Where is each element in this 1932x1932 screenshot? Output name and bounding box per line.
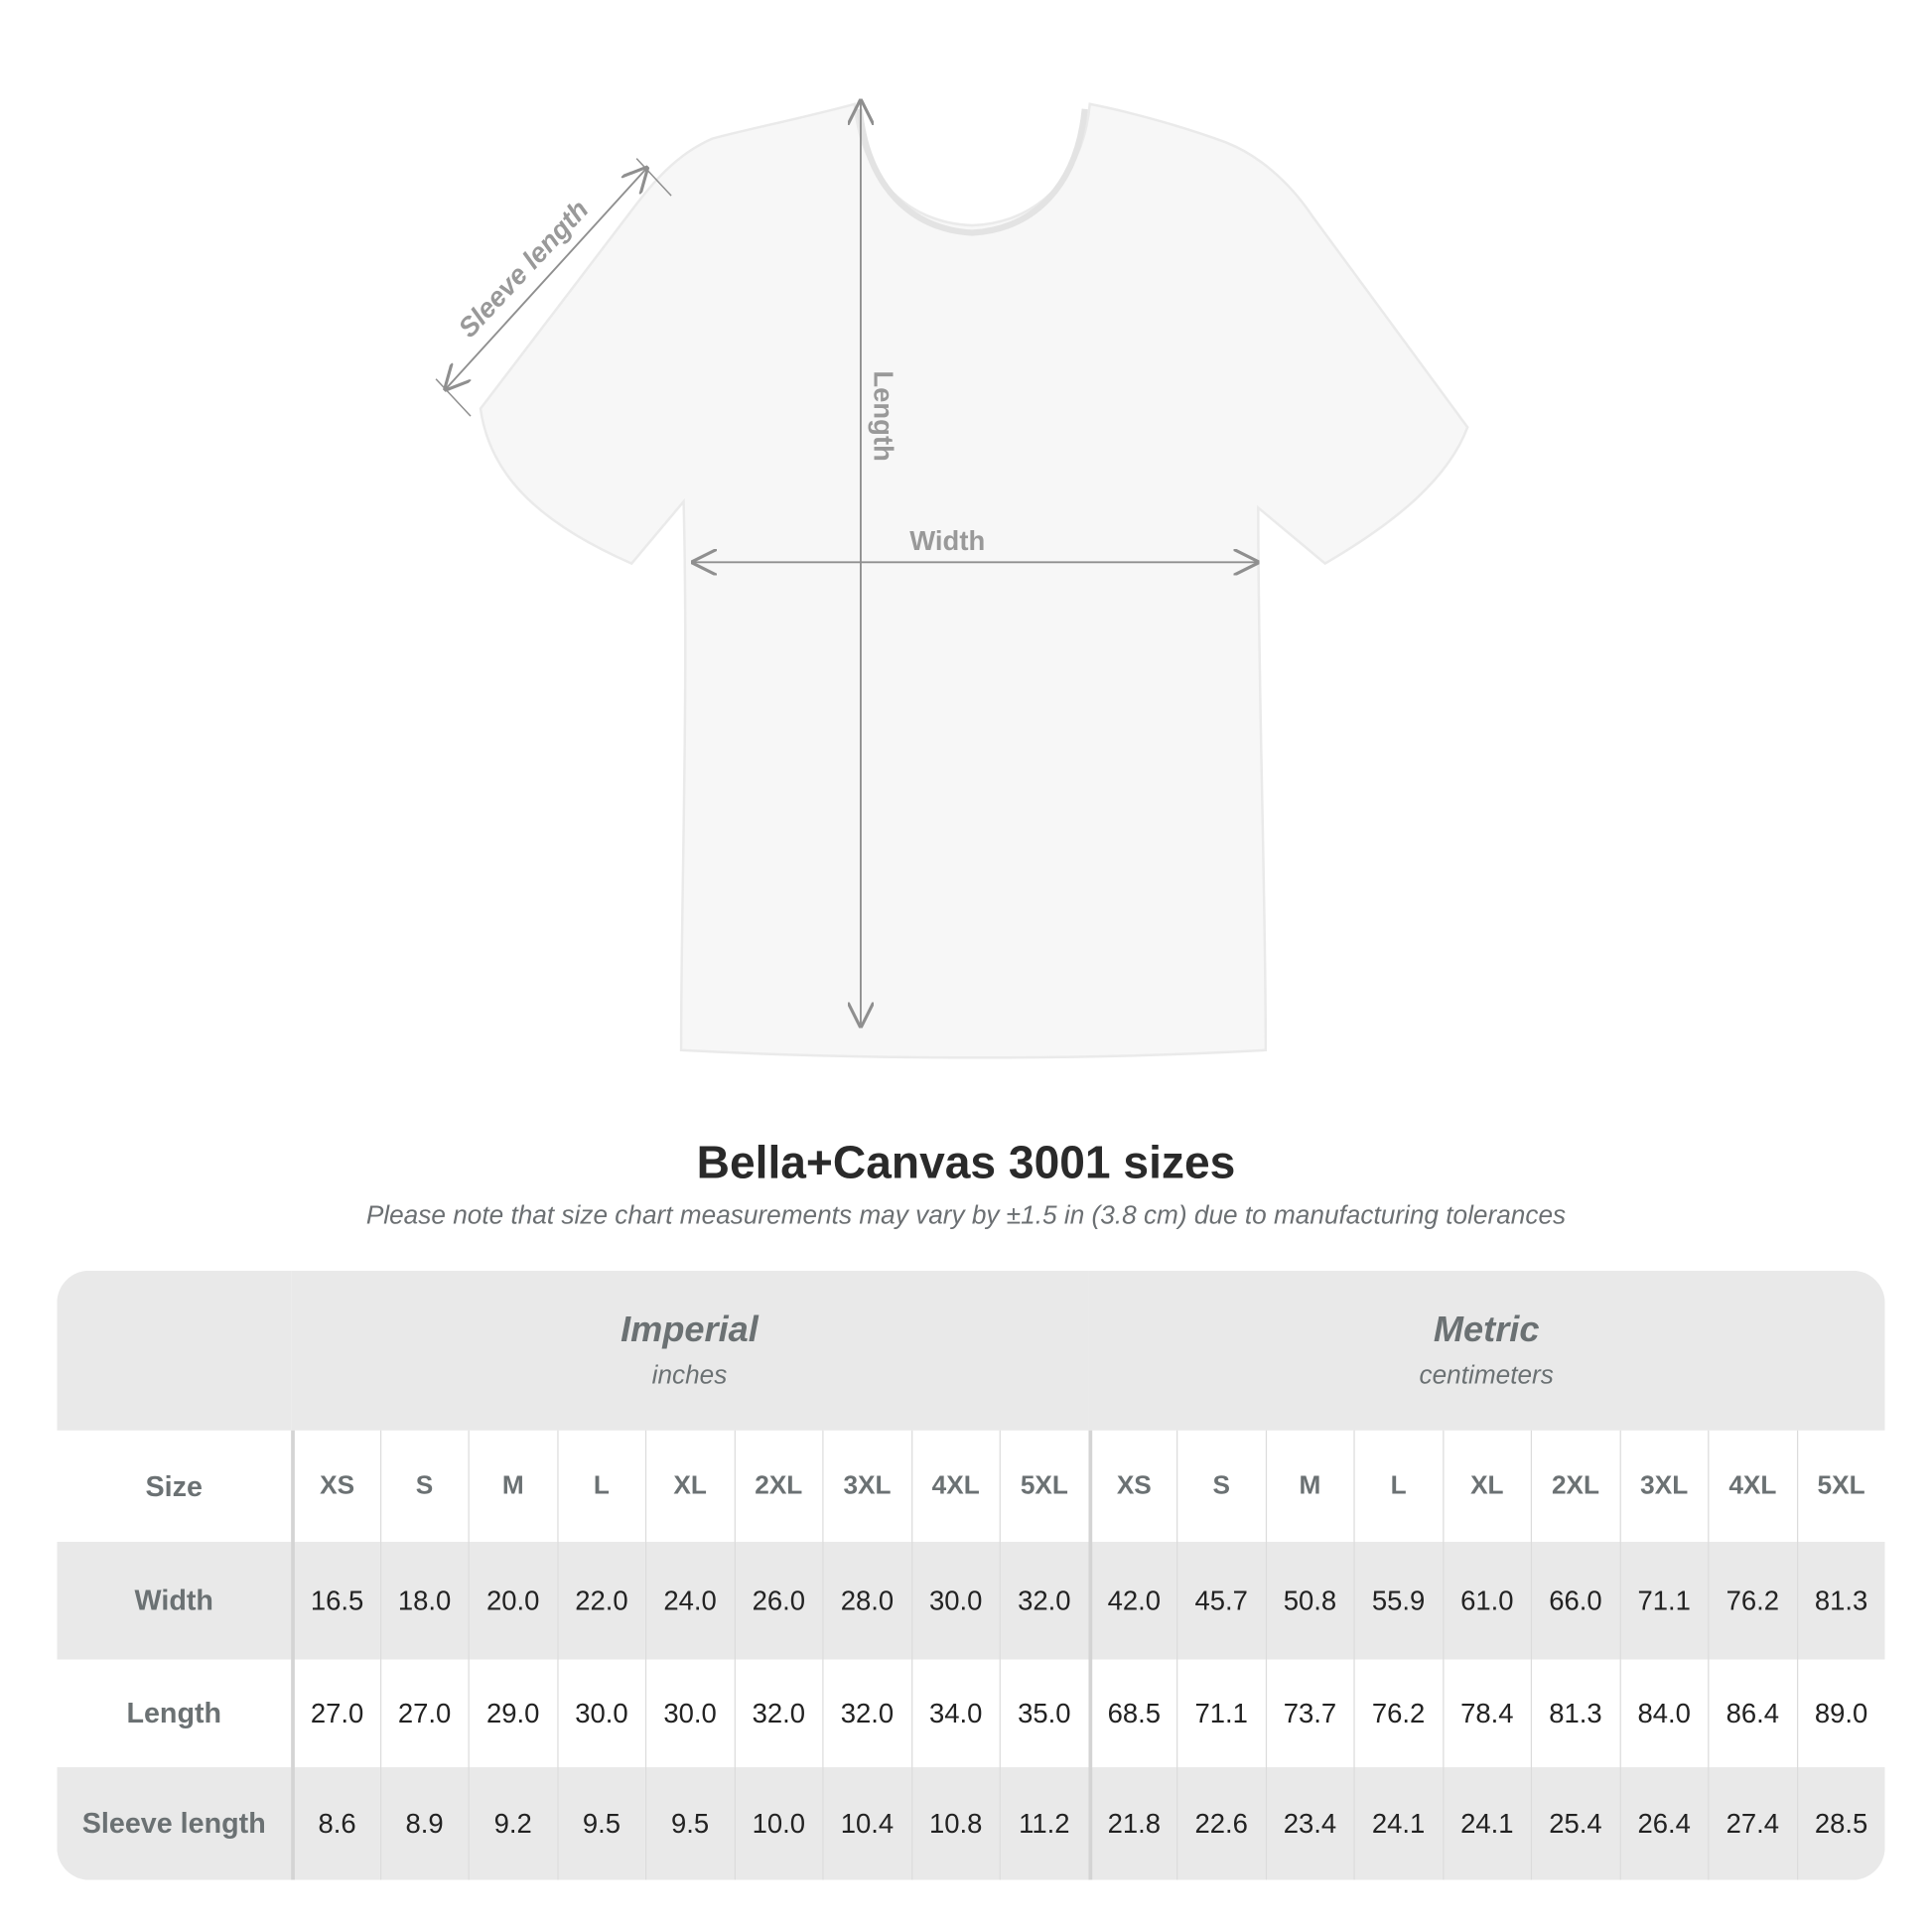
table-cell: 28.5 — [1796, 1767, 1885, 1880]
table-cell: 32.0 — [822, 1659, 910, 1768]
table-cell: 27.4 — [1708, 1767, 1797, 1880]
size-header: 2XL — [1530, 1430, 1619, 1543]
size-header: XS — [1087, 1430, 1176, 1543]
table-cell: 32.0 — [999, 1542, 1088, 1660]
table-cell: 23.4 — [1265, 1767, 1354, 1880]
table-cell: 24.0 — [644, 1542, 735, 1660]
table-cell: 71.1 — [1618, 1542, 1709, 1660]
chart-title: Bella+Canvas 3001 sizes — [696, 1137, 1236, 1188]
table-cell: 28.0 — [822, 1542, 911, 1660]
table-cell: 42.0 — [1087, 1542, 1177, 1660]
metric-header: Metric centimeters — [1087, 1270, 1885, 1431]
sleeve-tick — [435, 378, 472, 417]
table-cell: 81.3 — [1796, 1542, 1885, 1660]
row-label: Sleeve length — [57, 1767, 292, 1880]
imperial-header: Imperial inches — [291, 1270, 1088, 1431]
size-header: 5XL — [1796, 1430, 1884, 1543]
metric-unit: centimeters — [1419, 1360, 1554, 1390]
metric-title: Metric — [1433, 1310, 1540, 1350]
table-cell: 50.8 — [1265, 1542, 1354, 1660]
sleeve-tick — [635, 158, 672, 197]
table-cell: 84.0 — [1618, 1659, 1708, 1768]
table-cell: 30.0 — [644, 1659, 734, 1768]
table-cell: 9.5 — [644, 1767, 735, 1880]
table-cell: 22.6 — [1176, 1767, 1266, 1880]
table-cell: 9.2 — [468, 1767, 557, 1880]
table-cell: 55.9 — [1353, 1542, 1443, 1660]
table-cell: 66.0 — [1530, 1542, 1619, 1660]
size-header: L — [1353, 1430, 1442, 1543]
imperial-unit: inches — [651, 1360, 728, 1390]
tolerance-note: Please note that size chart measurements… — [365, 1200, 1567, 1230]
size-header: M — [468, 1430, 557, 1543]
header-band-corner — [57, 1270, 292, 1431]
table-cell: 18.0 — [379, 1542, 469, 1660]
size-label: Size — [145, 1469, 203, 1502]
width-label: Width — [909, 525, 985, 556]
size-header: S — [1176, 1430, 1265, 1543]
table-cell: 45.7 — [1176, 1542, 1266, 1660]
table-cell: 30.0 — [556, 1659, 645, 1768]
size-header: M — [1265, 1430, 1353, 1543]
table-cell: 29.0 — [468, 1659, 557, 1768]
table-cell: 10.8 — [910, 1767, 1000, 1880]
size-header: XL — [644, 1430, 734, 1543]
table-cell: 26.0 — [734, 1542, 823, 1660]
table-cell: 76.2 — [1353, 1659, 1442, 1768]
size-header: 3XL — [822, 1430, 910, 1543]
table-cell: 20.0 — [468, 1542, 557, 1660]
imperial-title: Imperial — [621, 1310, 759, 1350]
table-cell: 10.0 — [734, 1767, 823, 1880]
size-table: Imperial inches Metric centimeters Size XS S M L… — [57, 1270, 1885, 1880]
table-cell: 35.0 — [999, 1659, 1088, 1768]
table-cell: 89.0 — [1796, 1659, 1884, 1768]
table-cell: 32.0 — [734, 1659, 822, 1768]
collar — [856, 108, 1088, 236]
table-cell: 68.5 — [1087, 1659, 1176, 1768]
table-cell: 27.0 — [291, 1659, 379, 1768]
size-header: L — [556, 1430, 645, 1543]
table-cell: 27.0 — [379, 1659, 468, 1768]
length-label: Length — [869, 370, 899, 461]
table-cell: 78.4 — [1442, 1659, 1531, 1768]
sleeve-line — [446, 169, 646, 389]
table-cell: 73.7 — [1265, 1659, 1353, 1768]
table-cell: 25.4 — [1530, 1767, 1619, 1880]
table-cell: 81.3 — [1530, 1659, 1619, 1768]
size-header: 5XL — [999, 1430, 1088, 1543]
table-cell: 8.9 — [379, 1767, 469, 1880]
table-cell: 16.5 — [291, 1542, 380, 1660]
table-cell: 86.4 — [1708, 1659, 1796, 1768]
size-header: 3XL — [1618, 1430, 1708, 1543]
table-cell: 11.2 — [999, 1767, 1088, 1880]
table-cell: 10.4 — [822, 1767, 911, 1880]
table-cell: 24.1 — [1442, 1767, 1531, 1880]
table-cell: 9.5 — [556, 1767, 645, 1880]
table-cell: 76.2 — [1708, 1542, 1797, 1660]
table-cell: 34.0 — [910, 1659, 999, 1768]
size-header: 4XL — [1708, 1430, 1796, 1543]
size-header: 4XL — [910, 1430, 999, 1543]
size-header: XL — [1442, 1430, 1531, 1543]
size-header: XS — [291, 1430, 379, 1543]
size-header: S — [379, 1430, 468, 1543]
row-label: Length — [126, 1696, 222, 1729]
table-cell: 26.4 — [1618, 1767, 1709, 1880]
table-cell: 61.0 — [1442, 1542, 1531, 1660]
size-header: 2XL — [734, 1430, 822, 1543]
table-cell: 24.1 — [1353, 1767, 1443, 1880]
table-cell: 21.8 — [1087, 1767, 1177, 1880]
tshirt-diagram: Sleeve length Length Width — [435, 0, 1469, 1059]
table-cell: 22.0 — [556, 1542, 645, 1660]
row-label: Width — [57, 1542, 292, 1660]
table-cell: 30.0 — [910, 1542, 1000, 1660]
tshirt-shape — [479, 102, 1469, 1059]
table-cell: 71.1 — [1176, 1659, 1265, 1768]
table-cell: 8.6 — [291, 1767, 380, 1880]
